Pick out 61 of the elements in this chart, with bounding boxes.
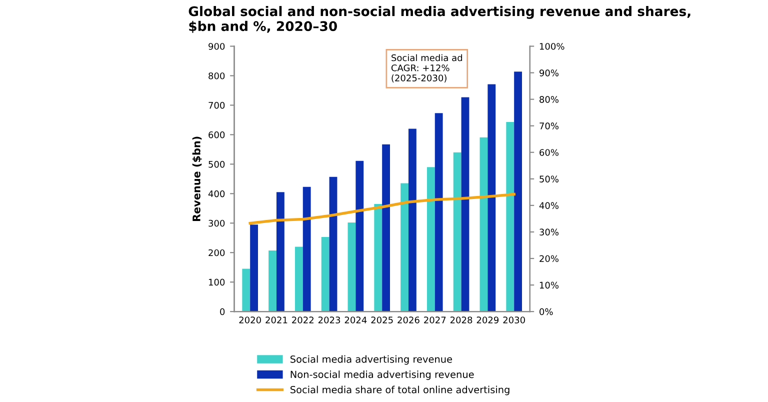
bar (514, 72, 522, 312)
bar (302, 186, 311, 312)
y2-tick-label: 90% (540, 69, 559, 76)
chart-title: Global social and non-social media advertising revenue and shares, $bn and %, 2020–30 (188, 6, 690, 33)
y-tick-label: 100 (208, 278, 225, 286)
x-tick-label: 2029 (476, 316, 499, 324)
y2-tick-label: 100% (540, 42, 564, 50)
x-tick-label: 2020 (239, 316, 261, 324)
x-tick-label: 2024 (344, 316, 367, 324)
bar (480, 137, 488, 312)
y2-tick-label: 10% (540, 282, 559, 289)
bar (434, 113, 443, 312)
bar (294, 246, 303, 312)
bar (488, 84, 496, 312)
y-tick-label: 700 (208, 102, 225, 109)
y2-tick-label: 50% (540, 176, 559, 182)
bar (321, 236, 330, 312)
x-tick-label: 2022 (292, 316, 314, 324)
y-tick-label: 400 (208, 190, 225, 198)
y-tick-label: 600 (208, 131, 225, 138)
y-tick-label: 200 (208, 249, 225, 256)
y-tick-label: 500 (208, 160, 225, 168)
y2-tick-label: 80% (540, 96, 559, 103)
bar (426, 167, 435, 312)
bar (382, 144, 390, 312)
bar (348, 222, 356, 312)
bar (461, 97, 470, 312)
y2-tick-label: 60% (540, 149, 559, 156)
bar (329, 176, 338, 312)
legend-label: Non-social media advertising revenue (290, 370, 474, 380)
legend-label: Social media advertising revenue (290, 355, 452, 365)
bar (250, 224, 258, 312)
bar (242, 268, 250, 312)
x-tick-label: 2023 (318, 316, 340, 324)
bar (356, 160, 364, 312)
bar (400, 183, 408, 312)
bar (268, 250, 276, 312)
x-tick-label: 2027 (424, 316, 446, 324)
y-tick-label: 900 (208, 42, 225, 50)
x-tick-label: 2021 (266, 316, 288, 324)
y-tick-label: 800 (208, 72, 225, 80)
y2-tick-label: 40% (539, 202, 559, 209)
bar (408, 128, 416, 312)
y2-tick-label: 20% (540, 255, 559, 262)
bar (374, 204, 382, 312)
bar (453, 152, 462, 312)
legend-label: Social media share of total online advertising (290, 386, 510, 396)
y2-tick-label: 0% (540, 308, 553, 316)
bar (276, 192, 284, 312)
y-axis-title: Revenue ($bn) (192, 136, 202, 221)
x-tick-label: 2026 (398, 316, 420, 324)
x-tick-label: 2028 (450, 316, 472, 324)
y2-tick-label: 70% (540, 122, 559, 130)
x-tick-label: 2025 (371, 316, 393, 324)
y2-tick-label: 30% (540, 228, 559, 236)
annotation: Social media ad CAGR: +12% (2025-2030) (391, 54, 462, 82)
x-tick-label: 2030 (503, 316, 525, 324)
y-tick-label: 0 (220, 308, 225, 316)
bar (506, 122, 514, 312)
y-tick-label: 300 (208, 220, 225, 227)
line-series (248, 192, 516, 225)
